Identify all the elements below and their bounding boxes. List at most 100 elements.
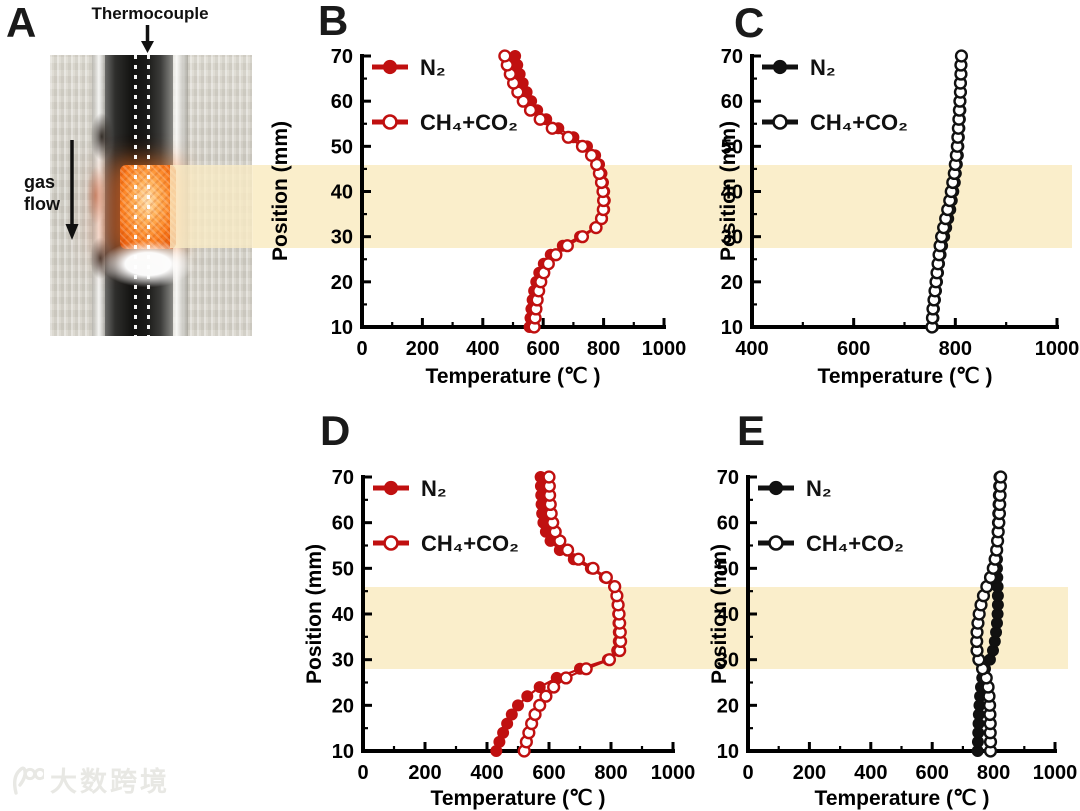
data-point [525, 716, 539, 731]
legend-marker-C-0 [762, 59, 798, 75]
y-tick-label: 10 [717, 741, 739, 763]
data-point [931, 257, 945, 271]
data-point [529, 302, 543, 316]
data-point [549, 248, 563, 262]
data-point [933, 257, 946, 270]
data-point [983, 744, 998, 758]
y-tick-label: 10 [332, 741, 354, 763]
data-point [534, 275, 548, 289]
data-point [559, 671, 573, 685]
legend-marker-D-1 [373, 535, 409, 551]
panel-e-label: E [737, 407, 766, 454]
data-point [926, 321, 939, 334]
gas-flow-label: gas flow [24, 172, 60, 214]
data-point [525, 302, 538, 315]
thermocouple-dotted-line [134, 55, 137, 336]
data-point [976, 671, 989, 684]
data-point [993, 480, 1006, 493]
data-point [531, 104, 544, 117]
data-point [524, 311, 537, 324]
data-point [927, 302, 940, 315]
x-tick-label: 600 [916, 762, 949, 784]
data-point [983, 570, 998, 585]
x-tick-label: 600 [527, 338, 560, 360]
data-point [537, 266, 551, 280]
data-point [530, 293, 544, 307]
data-point [547, 680, 561, 694]
data-point [543, 488, 557, 502]
data-point [545, 121, 559, 135]
y-axis-title-b: Position (mm) [269, 121, 292, 261]
data-point [533, 112, 547, 126]
data-point [523, 103, 538, 117]
data-point [528, 284, 541, 297]
data-point [553, 534, 567, 548]
x-tick-label: 800 [977, 762, 1010, 784]
legend-label-n2: N₂ [806, 476, 832, 501]
data-point [586, 561, 600, 575]
x-tick-label: 0 [742, 762, 753, 784]
data-point [991, 525, 1004, 538]
legend-marker-E-0 [758, 480, 794, 496]
legend-marker-D-0 [373, 480, 409, 496]
data-point [552, 122, 565, 135]
data-point [537, 516, 550, 529]
data-point [511, 85, 525, 99]
x-tick-label: 800 [594, 762, 627, 784]
data-point [949, 148, 963, 162]
data-point [925, 320, 939, 334]
legend-label-n2: N₂ [420, 55, 446, 80]
data-point [983, 735, 998, 749]
data-point [972, 708, 985, 721]
data-point [990, 543, 1004, 557]
x-tick-label: 200 [793, 762, 826, 784]
data-point [528, 707, 542, 722]
y-tick-label: 50 [332, 558, 354, 580]
data-point [516, 94, 530, 108]
data-point [931, 275, 944, 288]
data-point [983, 707, 997, 722]
x-tick-label: 400 [470, 762, 503, 784]
data-point [493, 735, 506, 748]
data-point [580, 140, 593, 153]
data-point [927, 311, 940, 324]
x-tick-label: 400 [854, 762, 887, 784]
data-point [521, 690, 534, 703]
data-point [511, 59, 524, 72]
legend-marker-C-1 [762, 114, 798, 130]
data-point [955, 49, 968, 62]
x-tick-label: 0 [357, 762, 368, 784]
data-point [974, 690, 987, 703]
data-point [993, 497, 1007, 512]
data-point [527, 320, 541, 334]
data-point [498, 49, 512, 63]
data-point [972, 717, 985, 730]
data-point [930, 284, 943, 297]
data-point [540, 113, 553, 126]
y-tick-label: 60 [332, 513, 354, 535]
data-point [533, 266, 546, 279]
legend-label-n2: N₂ [810, 55, 836, 80]
data-point [954, 67, 968, 81]
data-point [544, 506, 558, 521]
data-point [567, 131, 580, 144]
highlight-band-top [253, 165, 1072, 248]
x-axis-title-e: Temperature (℃ ) [814, 787, 990, 810]
x-tick-label: 600 [837, 338, 870, 360]
legend-label-ch4co2: CH₄+CO₂ [421, 531, 519, 556]
data-point [971, 735, 984, 748]
data-point [990, 562, 1003, 575]
data-point [537, 257, 550, 270]
data-point [517, 744, 531, 758]
data-point [599, 570, 613, 585]
data-point [584, 148, 599, 162]
data-point [932, 248, 946, 262]
data-point [532, 284, 546, 298]
data-point [542, 479, 556, 493]
data-point [952, 131, 965, 144]
data-point [983, 698, 997, 712]
y-tick-label: 20 [331, 272, 353, 294]
data-point [501, 717, 514, 730]
data-point [536, 507, 549, 520]
